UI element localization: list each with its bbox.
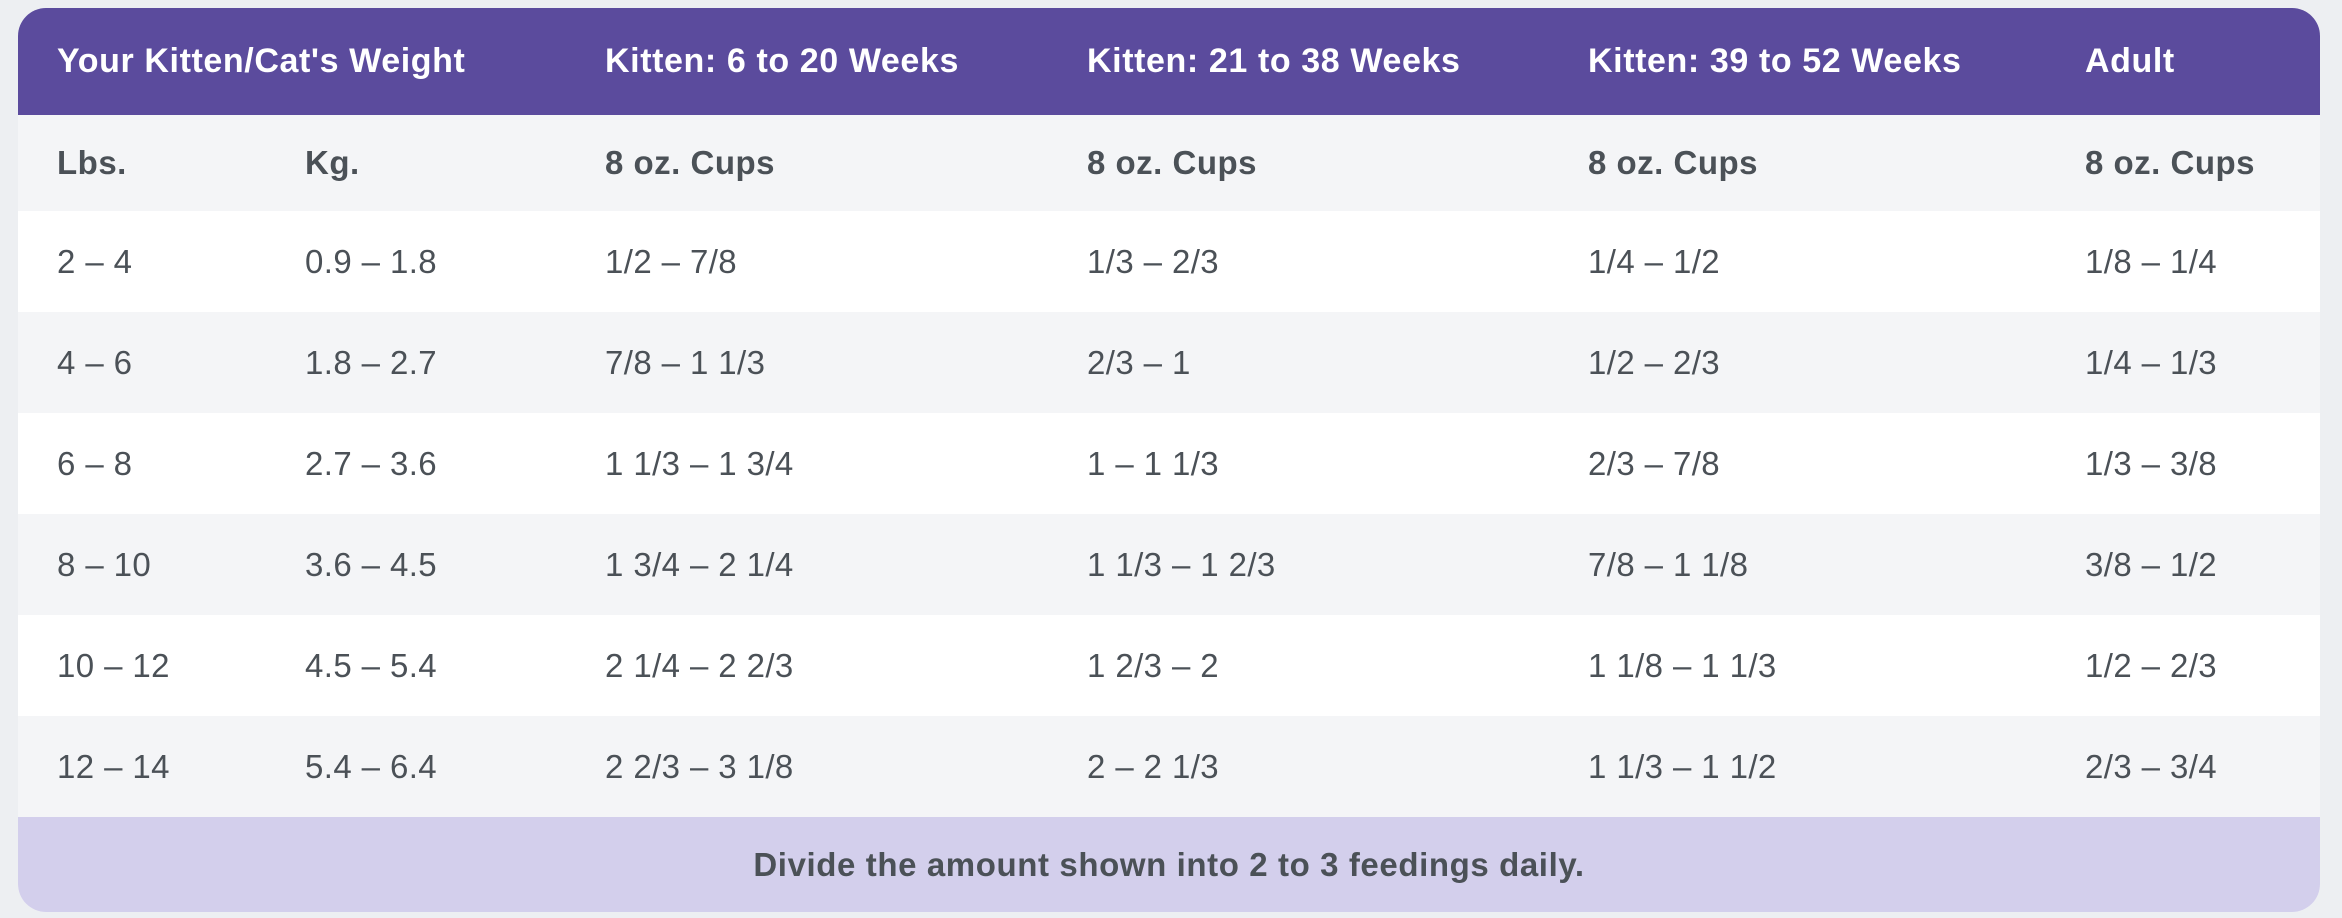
table-cell: 1/4 – 1/2 — [1588, 242, 1721, 280]
table-cell: 2/3 – 1 — [1087, 343, 1191, 381]
table-cell: 1 – 1 1/3 — [1087, 444, 1220, 482]
subheader-lbs: Lbs. — [57, 144, 127, 181]
table-cell: 1/3 – 2/3 — [1087, 242, 1220, 280]
header-kitten-21-38-weeks: Kitten: 21 to 38 Weeks — [1087, 42, 1461, 80]
table-cell: 6 – 8 — [57, 444, 133, 482]
table-cell: 7/8 – 1 1/8 — [1588, 545, 1749, 583]
table-cell: 1 1/3 – 1 2/3 — [1087, 545, 1276, 583]
table-cell: 10 – 12 — [57, 646, 170, 684]
table-cell: 1/2 – 2/3 — [2085, 646, 2218, 684]
table-cell: 1.8 – 2.7 — [305, 343, 438, 381]
table-cell: 2/3 – 3/4 — [2085, 747, 2218, 785]
table-footer-note: Divide the amount shown into 2 to 3 feed… — [18, 817, 2320, 912]
table-cell: 1/2 – 2/3 — [1588, 343, 1721, 381]
table-cell: 1 1/3 – 1 3/4 — [605, 444, 794, 482]
table-cell: 1/4 – 1/3 — [2085, 343, 2218, 381]
table-cell: 1/2 – 7/8 — [605, 242, 738, 280]
table-cell: 1 3/4 – 2 1/4 — [605, 545, 794, 583]
footer-note-text: Divide the amount shown into 2 to 3 feed… — [753, 845, 1585, 883]
table-cell: 3/8 – 1/2 — [2085, 545, 2218, 583]
subheader-cups-3: 8 oz. Cups — [1588, 144, 1759, 181]
table-subheader-row: Lbs. Kg. 8 oz. Cups 8 oz. Cups 8 oz. Cup… — [18, 115, 2320, 211]
table-cell: 8 – 10 — [57, 545, 152, 583]
table-cell: 0.9 – 1.8 — [305, 242, 438, 280]
table-cell: 1/3 – 3/8 — [2085, 444, 2218, 482]
header-kitten-39-52-weeks: Kitten: 39 to 52 Weeks — [1588, 42, 1962, 80]
feeding-chart-table: Your Kitten/Cat's Weight Kitten: 6 to 20… — [18, 8, 2320, 912]
table-cell: 5.4 – 6.4 — [305, 747, 438, 785]
subheader-cups-2: 8 oz. Cups — [1087, 144, 1258, 181]
table-row: 10 – 12 4.5 – 5.4 2 1/4 – 2 2/3 1 2/3 – 2 1 … — [18, 615, 2320, 716]
header-weight: Your Kitten/Cat's Weight — [57, 42, 466, 80]
table-cell: 2.7 – 3.6 — [305, 444, 438, 482]
table-cell: 12 – 14 — [57, 747, 170, 785]
subheader-cups-1: 8 oz. Cups — [605, 144, 776, 181]
table-cell: 2/3 – 7/8 — [1588, 444, 1721, 482]
table-row: 6 – 8 2.7 – 3.6 1 1/3 – 1 3/4 1 – 1 1/3 2/3 … — [18, 413, 2320, 514]
table-cell: 4.5 – 5.4 — [305, 646, 438, 684]
table-cell: 2 1/4 – 2 2/3 — [605, 646, 794, 684]
table-cell: 2 2/3 – 3 1/8 — [605, 747, 794, 785]
table-cell: 4 – 6 — [57, 343, 133, 381]
table-row: 12 – 14 5.4 – 6.4 2 2/3 – 3 1/8 2 – 2 1/3 1 … — [18, 716, 2320, 817]
table-cell: 2 – 2 1/3 — [1087, 747, 1220, 785]
table-cell: 2 – 4 — [57, 242, 133, 280]
table-row: 8 – 10 3.6 – 4.5 1 3/4 – 2 1/4 1 1/3 – 1 2/… — [18, 514, 2320, 615]
table-header-row: Your Kitten/Cat's Weight Kitten: 6 to 20… — [18, 8, 2320, 115]
header-kitten-6-20-weeks: Kitten: 6 to 20 Weeks — [605, 42, 959, 80]
table-cell: 1/8 – 1/4 — [2085, 242, 2218, 280]
header-adult: Adult — [2085, 42, 2175, 80]
table-cell: 1 2/3 – 2 — [1087, 646, 1220, 684]
table-cell: 3.6 – 4.5 — [305, 545, 438, 583]
table-cell: 7/8 – 1 1/3 — [605, 343, 766, 381]
table-cell: 1 1/3 – 1 1/2 — [1588, 747, 1777, 785]
table-body: 2 – 4 0.9 – 1.8 1/2 – 7/8 1/3 – 2/3 1/4 – 1/… — [18, 211, 2320, 817]
subheader-cups-4: 8 oz. Cups — [2085, 144, 2256, 181]
table-row: 2 – 4 0.9 – 1.8 1/2 – 7/8 1/3 – 2/3 1/4 – 1/… — [18, 211, 2320, 312]
subheader-kg: Kg. — [305, 144, 360, 181]
table-row: 4 – 6 1.8 – 2.7 7/8 – 1 1/3 2/3 – 1 1/2 – 2/… — [18, 312, 2320, 413]
table-cell: 1 1/8 – 1 1/3 — [1588, 646, 1777, 684]
